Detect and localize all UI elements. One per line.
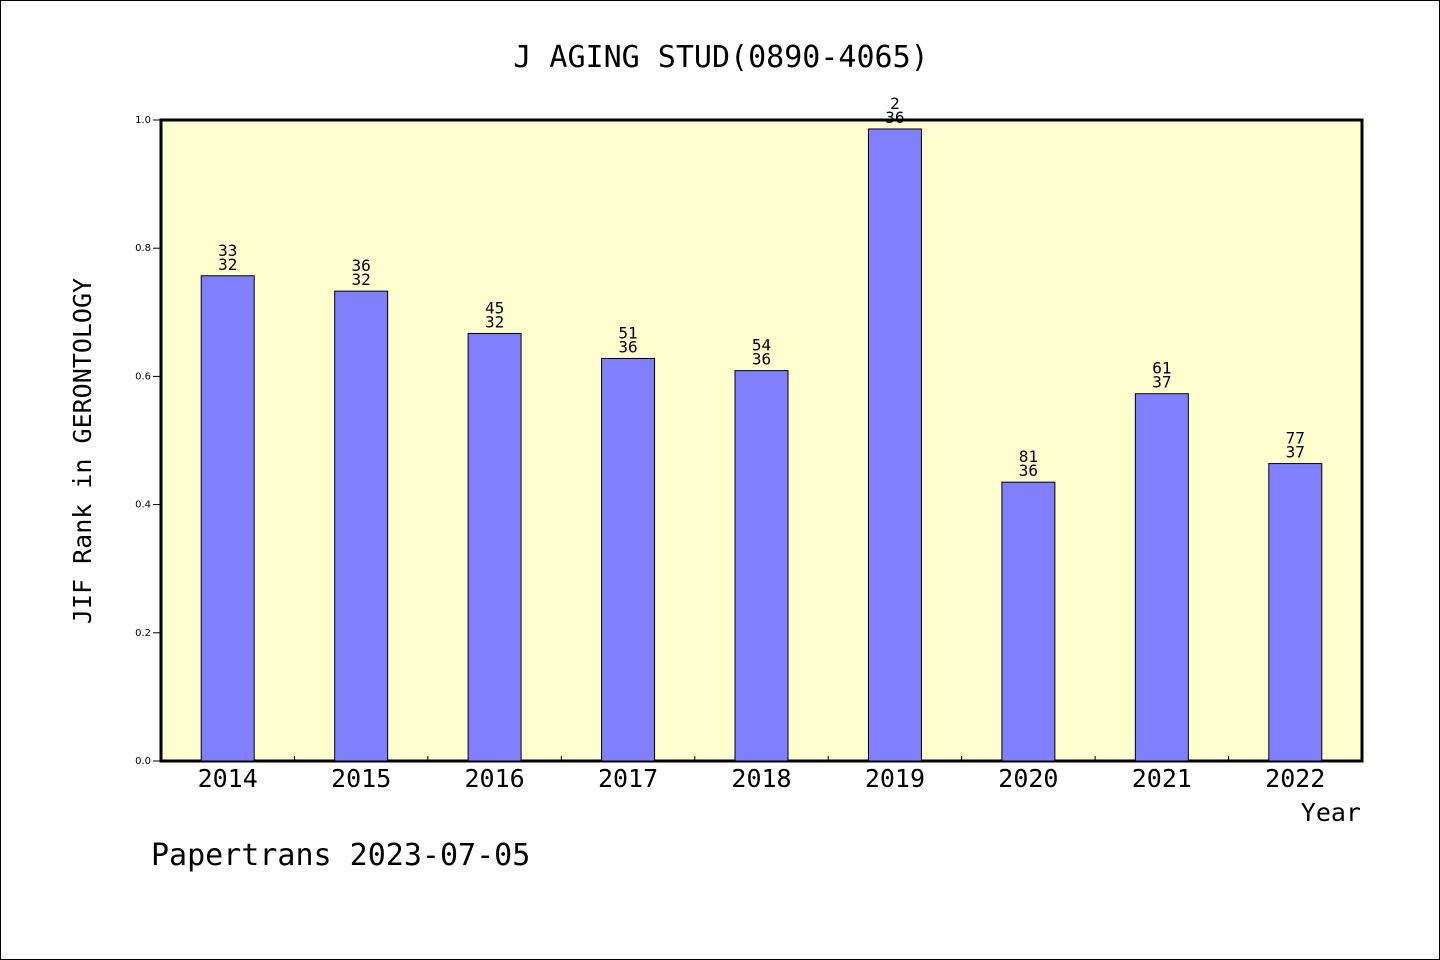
x-tick-label: 2015	[331, 764, 391, 793]
bar-series	[200, 128, 1323, 762]
bar	[867, 128, 922, 762]
bar-label-bottom: 36	[885, 108, 904, 127]
bar	[1134, 393, 1189, 762]
footer-caption: Papertrans 2023-07-05	[151, 838, 530, 873]
bar-label-bottom: 32	[352, 270, 371, 289]
bar-label-bottom: 32	[218, 255, 237, 274]
bar	[467, 332, 522, 762]
y-axis: 0.0 0.2 0.4 0.6 0.8 1.0	[135, 115, 161, 767]
y-tick-label: 1.0	[135, 115, 151, 126]
bar-label-bottom: 37	[1286, 443, 1305, 462]
bar-label-top: 77	[1286, 429, 1305, 448]
x-axis-ticks	[293, 756, 1230, 761]
bar-label-top: 81	[1019, 447, 1038, 466]
x-axis-title: Year	[1301, 798, 1361, 827]
bar-label-top: 45	[485, 298, 504, 317]
x-tick-label: 2018	[731, 764, 791, 793]
bar	[334, 290, 389, 762]
bar-label-top: 51	[618, 323, 637, 342]
x-tick-label: 2019	[865, 764, 925, 793]
y-tick-label: 0.4	[135, 500, 151, 511]
bar-label-bottom: 32	[485, 312, 504, 331]
bar-label-top: 33	[218, 241, 237, 260]
bar-label-bottom: 36	[752, 350, 771, 369]
bar-label-bottom: 36	[618, 337, 637, 356]
x-tick-label: 2017	[598, 764, 658, 793]
bar	[1268, 463, 1323, 762]
bar-label-bottom: 36	[1019, 461, 1038, 480]
x-tick-label: 2021	[1132, 764, 1192, 793]
bar-label-top: 2	[890, 94, 900, 113]
bar	[601, 357, 656, 762]
y-tick-label: 0.0	[135, 756, 151, 767]
bar-label-top: 36	[352, 256, 371, 275]
y-tick-label: 0.2	[135, 628, 151, 639]
x-tick-label: 2022	[1265, 764, 1325, 793]
bar-label-bottom: 37	[1152, 373, 1171, 392]
y-tick-label: 0.8	[135, 243, 151, 254]
y-tick-label: 0.6	[135, 371, 151, 382]
bar	[734, 370, 789, 762]
x-tick-label: 2020	[998, 764, 1058, 793]
y-axis-title: JIF Rank in GERONTOLOGY	[68, 278, 97, 624]
x-axis-labels: 2014 2015 2016 2017 2018 2019 2020 2021 2022	[198, 764, 1326, 793]
bar	[1001, 481, 1056, 762]
bar	[200, 275, 255, 762]
bar-label-top: 54	[752, 336, 771, 355]
x-tick-label: 2014	[198, 764, 258, 793]
x-tick-label: 2016	[465, 764, 525, 793]
bar-label-top: 61	[1152, 359, 1171, 378]
chart-title: J AGING STUD(0890-4065)	[513, 40, 928, 75]
